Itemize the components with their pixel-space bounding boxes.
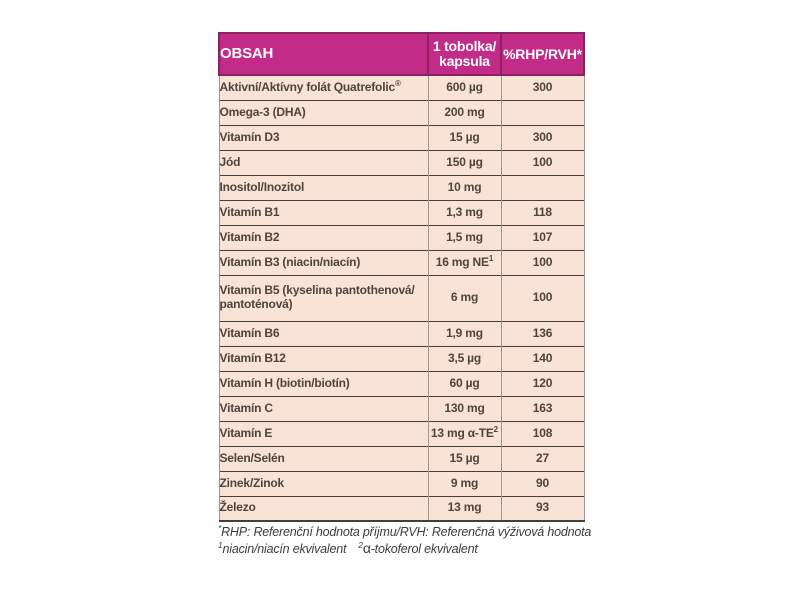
header-dose: 1 tobolka/ kapsula xyxy=(427,32,502,76)
amount-value: 13 mg α-TE2 xyxy=(427,420,501,446)
rhp-percent: 90 xyxy=(500,470,585,496)
rhp-percent: 120 xyxy=(500,370,585,396)
footnote1-marker: * xyxy=(218,522,222,533)
amount-value: 200 mg xyxy=(427,99,501,125)
rhp-percent: 136 xyxy=(500,320,585,346)
ingredient-name: Selen/Selén xyxy=(218,445,428,471)
ingredient-name: Vitamín B2 xyxy=(218,224,428,250)
ingredient-name: Vitamín E xyxy=(218,420,428,446)
table-row: Omega-3 (DHA) 200 mg xyxy=(218,99,585,125)
table-row: Jód 150 µg 100 xyxy=(218,149,585,175)
footnotes: *RHP: Referenční hodnota příjmu/RVH: Ref… xyxy=(218,524,593,557)
rhp-percent: 100 xyxy=(500,274,585,321)
table-row: Vitamín B6 1,9 mg 136 xyxy=(218,320,585,346)
table-header: OBSAH 1 tobolka/ kapsula %RHP/RVH* xyxy=(218,32,585,76)
table-row: Vitamín B2 1,5 mg 107 xyxy=(218,224,585,250)
amount-value: 1,5 mg xyxy=(427,224,501,250)
ingredient-name: Jód xyxy=(218,149,428,175)
footnote2-text-2: -tokoferol ekvivalent xyxy=(370,542,478,556)
table-body: Aktivní/Aktívny folát Quatrefolic® 600 µ… xyxy=(218,74,585,522)
table-row: Selen/Selén 15 µg 27 xyxy=(218,445,585,471)
amount-value: 15 µg xyxy=(427,445,501,471)
ingredient-name: Vitamín B12 xyxy=(218,345,428,371)
table-row: Vitamín B1 1,3 mg 118 xyxy=(218,199,585,225)
table-row: Vitamín B3 (niacin/niacín) 16 mg NE1 100 xyxy=(218,249,585,275)
ingredient-name: Vitamín B6 xyxy=(218,320,428,346)
ingredient-name: Vitamín B1 xyxy=(218,199,428,225)
rhp-percent: 300 xyxy=(500,74,585,100)
table-row: Vitamín H (biotin/biotín) 60 µg 120 xyxy=(218,370,585,396)
amount-value: 3,5 µg xyxy=(427,345,501,371)
ingredient-name: Aktivní/Aktívny folát Quatrefolic® xyxy=(218,74,428,100)
amount-value: 15 µg xyxy=(427,124,501,150)
amount-value: 60 µg xyxy=(427,370,501,396)
table-row: Vitamín B12 3,5 µg 140 xyxy=(218,345,585,371)
header-obsah: OBSAH xyxy=(218,32,429,76)
ingredient-name: Vitamín C xyxy=(218,395,428,421)
amount-value: 16 mg NE1 xyxy=(427,249,501,275)
header-rhp: %RHP/RVH* xyxy=(500,32,585,76)
table-row: Aktivní/Aktívny folát Quatrefolic® 600 µ… xyxy=(218,74,585,100)
table-row: Inositol/Inozitol 10 mg xyxy=(218,174,585,200)
ingredient-name: Zinek/Zinok xyxy=(218,470,428,496)
amount-value: 1,9 mg xyxy=(427,320,501,346)
ingredient-name: Vitamín D3 xyxy=(218,124,428,150)
rhp-percent: 100 xyxy=(500,149,585,175)
rhp-percent: 108 xyxy=(500,420,585,446)
nutrition-table: OBSAH 1 tobolka/ kapsula %RHP/RVH* Aktiv… xyxy=(218,32,585,522)
table-row: Vitamín E 13 mg α-TE2 108 xyxy=(218,420,585,446)
ingredient-name: Železo xyxy=(218,495,428,522)
footnote1-text: RHP: Referenční hodnota příjmu/RVH: Refe… xyxy=(221,525,592,539)
amount-value: 9 mg xyxy=(427,470,501,496)
ingredient-name: Omega-3 (DHA) xyxy=(218,99,428,125)
amount-value: 6 mg xyxy=(427,274,501,321)
rhp-percent: 140 xyxy=(500,345,585,371)
table-row: Vitamín B5 (kyselina pantothenová/ panto… xyxy=(218,274,585,321)
rhp-percent: 107 xyxy=(500,224,585,250)
footnote-line1: *RHP: Referenční hodnota příjmu/RVH: Ref… xyxy=(218,524,593,540)
footnote2-alpha: α xyxy=(362,540,371,556)
ingredient-name: Vitamín B5 (kyselina pantothenová/ panto… xyxy=(218,274,428,321)
footnote-line2: 1niacin/niacín ekvivalent 2α-tokoferol ek… xyxy=(218,540,593,557)
amount-value: 150 µg xyxy=(427,149,501,175)
header-row: OBSAH 1 tobolka/ kapsula %RHP/RVH* xyxy=(218,32,585,76)
table-row: Zinek/Zinok 9 mg 90 xyxy=(218,470,585,496)
table-row: Vitamín C 130 mg 163 xyxy=(218,395,585,421)
amount-value: 130 mg xyxy=(427,395,501,421)
rhp-percent xyxy=(500,99,585,125)
table-row: Železo 13 mg 93 xyxy=(218,495,585,522)
amount-value: 10 mg xyxy=(427,174,501,200)
amount-value: 13 mg xyxy=(427,495,501,522)
amount-value: 600 µg xyxy=(427,74,501,100)
footnote2-text-1: niacin/niacín ekvivalent xyxy=(222,542,347,556)
rhp-percent: 118 xyxy=(500,199,585,225)
rhp-percent: 163 xyxy=(500,395,585,421)
rhp-percent xyxy=(500,174,585,200)
rhp-percent: 100 xyxy=(500,249,585,275)
table-row: Vitamín D3 15 µg 300 xyxy=(218,124,585,150)
rhp-percent: 27 xyxy=(500,445,585,471)
footnote2-marker-2: 2 xyxy=(358,539,363,550)
amount-value: 1,3 mg xyxy=(427,199,501,225)
ingredient-name: Inositol/Inozitol xyxy=(218,174,428,200)
rhp-percent: 300 xyxy=(500,124,585,150)
ingredient-name: Vitamín B3 (niacin/niacín) xyxy=(218,249,428,275)
ingredient-name: Vitamín H (biotin/biotín) xyxy=(218,370,428,396)
rhp-percent: 93 xyxy=(500,495,585,522)
footnote2-marker-1: 1 xyxy=(218,539,223,550)
